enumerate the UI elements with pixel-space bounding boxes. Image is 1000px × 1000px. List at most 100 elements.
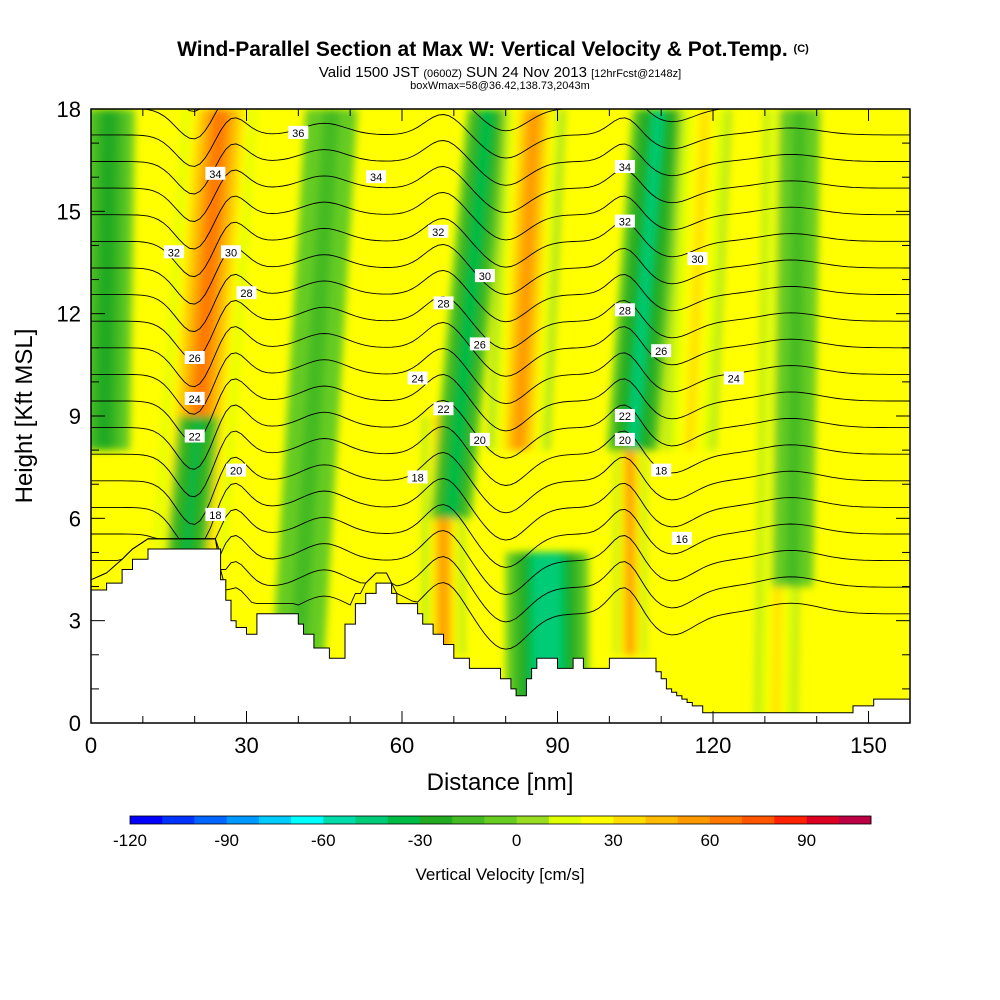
theta-label-text: 32 bbox=[619, 217, 631, 229]
theta-label-text: 22 bbox=[437, 404, 449, 416]
theta-label-text: 36 bbox=[292, 128, 304, 140]
theta-label-text: 20 bbox=[619, 435, 631, 447]
y-tick-label: 15 bbox=[57, 199, 81, 224]
theta-label: 32 bbox=[163, 245, 184, 259]
colorbar-bin bbox=[323, 816, 356, 824]
colorbar-bin bbox=[677, 816, 711, 824]
x-axis: 0 30 60 90 120 150 bbox=[85, 109, 887, 758]
theta-label: 28 bbox=[433, 296, 454, 310]
theta-label: 26 bbox=[184, 351, 205, 365]
chart-subtitle: Valid 1500 JST (0600Z) SUN 24 Nov 2013 [… bbox=[319, 64, 681, 81]
chart-title: Wind-Parallel Section at Max W: Vertical… bbox=[177, 38, 809, 61]
theta-label-text: 28 bbox=[619, 305, 631, 317]
colorbar-bin bbox=[258, 816, 292, 824]
colorbar-tick-label: -90 bbox=[214, 831, 239, 850]
theta-label-text: 32 bbox=[168, 247, 180, 259]
theta-label-text: 30 bbox=[225, 247, 237, 259]
theta-label: 18 bbox=[407, 470, 428, 484]
w-feature-9 bbox=[606, 109, 685, 451]
w-feature-12 bbox=[771, 109, 821, 587]
theta-label-text: 26 bbox=[189, 353, 201, 365]
theta-label-text: 24 bbox=[189, 394, 201, 406]
colorbar-bin bbox=[226, 816, 260, 824]
colorbar-tick-label: 0 bbox=[512, 831, 521, 850]
colorbar-tick-label: -60 bbox=[311, 831, 336, 850]
theta-label: 26 bbox=[651, 344, 672, 358]
theta-contours bbox=[91, 109, 910, 650]
colorbar-bin bbox=[838, 816, 872, 824]
w-band bbox=[685, 109, 710, 451]
x-tick-label: 30 bbox=[234, 733, 258, 758]
theta-label-text: 30 bbox=[479, 271, 491, 283]
w-band bbox=[291, 109, 336, 689]
theta-label-text: 28 bbox=[240, 288, 252, 300]
colorbar-bin bbox=[130, 816, 163, 824]
theta-label: 34 bbox=[205, 166, 226, 181]
y-tick-label: 12 bbox=[57, 302, 81, 327]
theta-contour-21 bbox=[91, 400, 910, 470]
theta-label: 24 bbox=[184, 391, 205, 406]
theta-label-text: 28 bbox=[437, 298, 449, 310]
theta-contour-16 bbox=[91, 530, 910, 596]
colorbar: -120 -90 -60 -30 0 30 60 90 bbox=[113, 815, 872, 850]
theta-label-text: 24 bbox=[728, 374, 740, 386]
y-axis-label: Height [Kft MSL] bbox=[11, 329, 38, 504]
x-tick-label: 0 bbox=[85, 733, 97, 758]
x-tick-label: 150 bbox=[850, 733, 887, 758]
colorbar-bin bbox=[452, 816, 485, 824]
theta-label-text: 22 bbox=[619, 411, 631, 423]
theta-label: 34 bbox=[366, 170, 387, 184]
theta-contour-22 bbox=[91, 374, 910, 443]
theta-contour-34 bbox=[185, 109, 201, 112]
w-band bbox=[447, 109, 492, 519]
colorbar-bin bbox=[355, 816, 389, 824]
chart-subtitle-box-wmax: boxWmax=58@36.42,138.73,2043m bbox=[410, 80, 590, 92]
theta-label: 26 bbox=[469, 337, 490, 351]
theta-contour-28 bbox=[91, 218, 910, 278]
w-band bbox=[628, 109, 663, 451]
colorbar-bin bbox=[548, 816, 582, 824]
colorbar-bin bbox=[387, 816, 421, 824]
colorbar-tick-label: 90 bbox=[797, 831, 816, 850]
theta-contour-20 bbox=[91, 426, 910, 498]
theta-label: 30 bbox=[687, 252, 708, 266]
y-tick-label: 3 bbox=[69, 609, 81, 634]
w-band bbox=[99, 109, 114, 451]
theta-contour-32 bbox=[91, 114, 910, 167]
theta-label: 16 bbox=[671, 531, 692, 546]
theta-contour-26 bbox=[91, 270, 910, 333]
colorbar-bin bbox=[581, 816, 614, 824]
colorbar-bin bbox=[742, 816, 775, 824]
theta-label: 28 bbox=[614, 303, 635, 317]
theta-label: 22 bbox=[184, 429, 205, 444]
theta-label-text: 20 bbox=[230, 466, 242, 478]
theta-label-text: 16 bbox=[676, 534, 688, 546]
theta-label: 34 bbox=[614, 160, 635, 174]
theta-label-text: 18 bbox=[655, 466, 667, 478]
colorbar-bin bbox=[291, 816, 324, 824]
theta-contour-29 bbox=[91, 192, 910, 250]
theta-label-text: 32 bbox=[432, 227, 444, 239]
colorbar-bin bbox=[162, 816, 195, 824]
colorbar-tick-label: -30 bbox=[408, 831, 433, 850]
theta-label-text: 34 bbox=[619, 162, 631, 174]
theta-contour-24 bbox=[91, 322, 910, 388]
colorbar-title: Vertical Velocity [cm/s] bbox=[415, 865, 584, 884]
x-tick-label: 90 bbox=[545, 733, 569, 758]
theta-label: 30 bbox=[474, 269, 495, 283]
theta-label: 18 bbox=[205, 507, 226, 522]
theta-label-text: 30 bbox=[691, 254, 703, 266]
w-feature-2 bbox=[91, 109, 136, 451]
theta-contour-14 bbox=[91, 538, 910, 650]
colorbar-bin bbox=[645, 816, 679, 824]
theta-label: 20 bbox=[614, 432, 635, 447]
colorbar-bin bbox=[420, 816, 453, 824]
colorbar-frame bbox=[129, 815, 872, 825]
terrain bbox=[91, 548, 910, 723]
theta-label-text: 24 bbox=[411, 374, 423, 386]
theta-label-text: 34 bbox=[209, 169, 221, 181]
colorbar-bin bbox=[709, 816, 743, 824]
theta-label: 36 bbox=[288, 125, 309, 140]
